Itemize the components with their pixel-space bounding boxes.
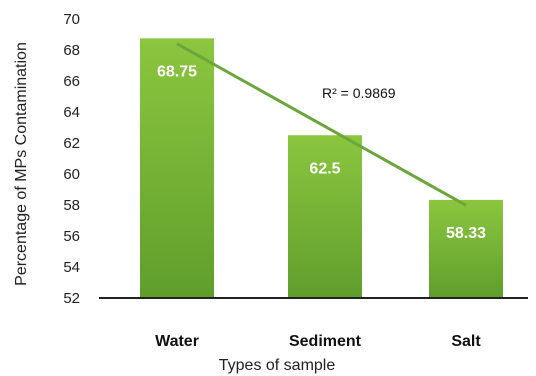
x-category-label: Water xyxy=(155,333,199,350)
x-category-label: Salt xyxy=(451,333,481,350)
y-axis-title: Percentage of MPs Contamination xyxy=(13,42,30,286)
data-label: 62.5 xyxy=(309,160,340,177)
y-tick-label: 68 xyxy=(63,42,80,59)
y-tick-label: 66 xyxy=(63,73,80,90)
r-squared-annotation: R² = 0.9869 xyxy=(322,85,396,101)
x-axis-categories: Water Sediment Salt xyxy=(155,333,481,350)
x-category-label: Sediment xyxy=(289,333,362,350)
bar-sediment xyxy=(288,135,362,298)
data-labels: 68.75 62.5 58.33 xyxy=(157,63,486,242)
x-axis-title: Types of sample xyxy=(219,357,336,374)
y-tick-label: 60 xyxy=(63,166,80,183)
trendline xyxy=(176,42,467,207)
y-tick-label: 70 xyxy=(63,11,80,28)
bar-salt xyxy=(429,199,503,298)
y-axis-ticks: 52 54 56 58 60 62 64 66 68 70 xyxy=(63,11,80,307)
y-tick-label: 52 xyxy=(63,290,80,307)
data-label: 68.75 xyxy=(157,63,197,80)
bars xyxy=(140,38,503,298)
y-tick-label: 58 xyxy=(63,197,80,214)
y-tick-label: 62 xyxy=(63,135,80,152)
y-tick-label: 64 xyxy=(63,104,80,121)
y-tick-label: 56 xyxy=(63,228,80,245)
y-tick-label: 54 xyxy=(63,259,80,276)
trendline-group xyxy=(176,42,467,207)
data-label: 58.33 xyxy=(446,225,486,242)
bar-water xyxy=(140,38,214,298)
